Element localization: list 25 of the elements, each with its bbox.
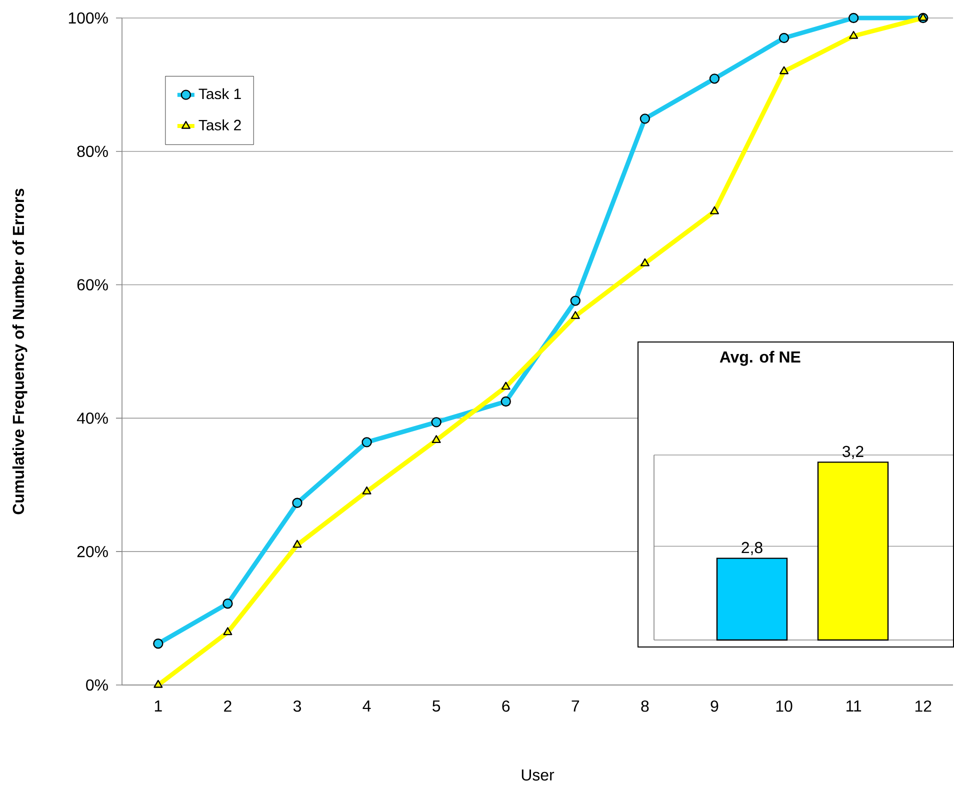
y-tick-label: 80% — [77, 146, 108, 158]
x-tick-label: 3 — [293, 700, 301, 712]
x-tick-label: 6 — [502, 700, 510, 712]
y-tick-label: 20% — [77, 546, 108, 558]
x-tick-label: 8 — [641, 700, 649, 712]
y-axis-title: Cumulative Frequency of Number of Errors — [12, 188, 28, 514]
x-tick-label: 11 — [846, 700, 862, 712]
y-tick-label: 100% — [68, 12, 108, 24]
x-tick-label: 12 — [915, 700, 932, 712]
x-tick-label: 4 — [362, 700, 371, 712]
y-tick-label: 0% — [86, 679, 108, 691]
y-tick-label: 60% — [77, 279, 108, 290]
y-tick-label: 40% — [76, 412, 108, 424]
x-axis-title: User — [522, 769, 554, 781]
x-tick-label: 9 — [710, 700, 718, 712]
legend-label: Task 1 — [198, 88, 241, 100]
x-tick-label: 1 — [154, 700, 162, 712]
x-tick-label: 7 — [572, 700, 580, 712]
data-label: 2,8 — [742, 542, 762, 556]
data-label: 3,2 — [842, 446, 864, 459]
chart-title: Avg. of NE — [720, 350, 800, 366]
x-tick-label: 10 — [776, 700, 792, 712]
x-tick-label: 2 — [224, 700, 232, 712]
legend-label: Task 2 — [198, 119, 241, 130]
x-tick-label: 5 — [432, 700, 440, 712]
